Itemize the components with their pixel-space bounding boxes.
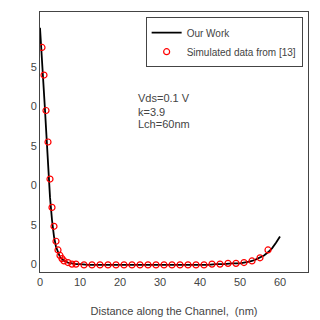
svg-text:Lch=60nm: Lch=60nm bbox=[138, 118, 190, 130]
svg-text:10: 10 bbox=[74, 276, 86, 288]
svg-text:0: 0 bbox=[31, 258, 37, 270]
svg-text:50: 50 bbox=[234, 276, 246, 288]
svg-text:20: 20 bbox=[114, 276, 126, 288]
svg-text:0: 0 bbox=[37, 276, 43, 288]
svg-text:0: 0 bbox=[31, 100, 37, 112]
svg-text:5: 5 bbox=[31, 61, 37, 73]
svg-text:5: 5 bbox=[31, 140, 37, 152]
svg-text:Simulated data from [13]: Simulated data from [13] bbox=[187, 47, 296, 58]
svg-text:0: 0 bbox=[31, 179, 37, 191]
svg-text:30: 30 bbox=[154, 276, 166, 288]
svg-text:60: 60 bbox=[274, 276, 286, 288]
svg-text:Our Work: Our Work bbox=[187, 28, 231, 39]
svg-text:Distance along the Channel, (: Distance along the Channel, (nm) bbox=[91, 305, 258, 317]
svg-text:5: 5 bbox=[31, 219, 37, 231]
svg-text:40: 40 bbox=[194, 276, 206, 288]
svg-text:Vds=0.1 Vk=3.9: Vds=0.1 Vk=3.9 bbox=[138, 92, 190, 118]
